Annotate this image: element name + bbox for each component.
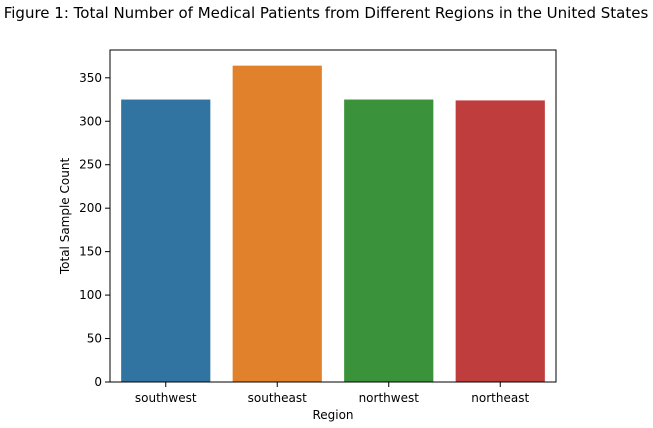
y-ticks-layer: 0 50 100 150 200 250 300 350 [79, 71, 110, 389]
bar-northwest [344, 99, 434, 382]
y-tick-label: 150 [79, 245, 102, 259]
y-tick-label: 0 [94, 375, 102, 389]
y-tick-label: 50 [87, 332, 102, 346]
y-tick-label: 250 [79, 158, 102, 172]
y-axis-label-group: Total Sample Count [58, 158, 72, 276]
x-tick-label: southeast [248, 391, 307, 405]
bar-southwest [121, 99, 211, 382]
bars-layer [121, 65, 545, 382]
x-tick-label: northeast [471, 391, 529, 405]
bar-southeast [232, 65, 322, 382]
bar-northeast [455, 100, 545, 382]
x-tick-label: southwest [135, 391, 197, 405]
chart-title: Figure 1: Total Number of Medical Patien… [4, 4, 649, 22]
y-tick-label: 100 [79, 288, 102, 302]
y-axis-label: Total Sample Count [58, 158, 72, 276]
x-tick-label: northwest [359, 391, 420, 405]
x-axis-label: Region [312, 408, 353, 422]
plot-frame [109, 49, 557, 383]
y-tick-label: 200 [79, 201, 102, 215]
y-tick-label: 350 [79, 71, 102, 85]
x-ticks-layer: southwest southeast northwest northeast [135, 382, 529, 405]
y-tick-label: 300 [79, 114, 102, 128]
